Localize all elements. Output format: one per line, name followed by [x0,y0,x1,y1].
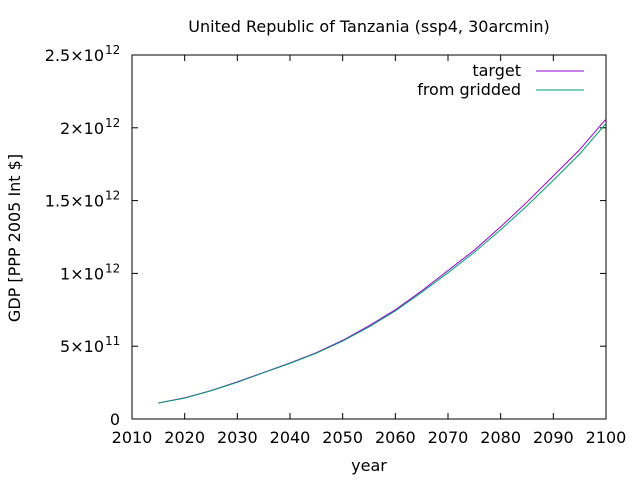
y-tick-label: 1×10 [60,264,104,283]
y-tick-label: 2×10 [60,119,104,138]
y-tick-mantissa: 2.5×10 [45,46,104,65]
x-tick-label: 2030 [217,428,258,447]
y-tick-label: 5×10 [60,337,104,356]
y-tick-mantissa: 2×10 [60,119,104,138]
y-axis-ticks: 05×10 111×10 121.5×10 122×10 122.5×10 12 [45,43,606,429]
x-tick-label: 2050 [322,428,363,447]
y-tick-label: 2.5×10 [45,46,104,65]
legend-label-target: target [472,61,521,80]
plot-border [131,54,607,420]
y-axis-label: GDP [PPP 2005 Int $] [5,154,24,322]
y-tick-mantissa: 1.5×10 [45,192,104,211]
y-tick-mantissa: 1×10 [60,264,104,283]
series-line-target [158,118,607,404]
x-axis-label: year [351,456,387,475]
legend: target from gridded [417,61,584,99]
y-tick-mantissa: 5×10 [60,337,104,356]
x-tick-label: 2010 [112,428,153,447]
x-tick-label: 2090 [533,428,574,447]
series-layer [158,118,607,404]
x-tick-label: 2080 [480,428,521,447]
y-tick-exponent: 12 [105,116,120,130]
chart-title: United Republic of Tanzania (ssp4, 30arc… [188,17,549,36]
x-tick-label: 2100 [586,428,627,447]
y-tick-exponent: 11 [105,334,120,348]
x-tick-label: 2070 [428,428,469,447]
y-tick-mantissa: 0 [110,410,120,429]
y-tick-label: 0 [110,410,120,429]
x-tick-label: 2040 [270,428,311,447]
x-axis-ticks: 2010 2020 2030 2040 2050 2060 2070 2080 2090 2100 [112,55,627,447]
y-tick-exponent: 12 [105,189,120,203]
series-line-from-gridded [158,123,607,404]
y-tick-exponent: 12 [105,43,120,57]
y-tick-label: 1.5×10 [45,192,104,211]
legend-label-from-gridded: from gridded [417,80,521,99]
y-tick-exponent: 12 [105,261,120,275]
x-tick-label: 2020 [164,428,205,447]
x-tick-label: 2060 [375,428,416,447]
